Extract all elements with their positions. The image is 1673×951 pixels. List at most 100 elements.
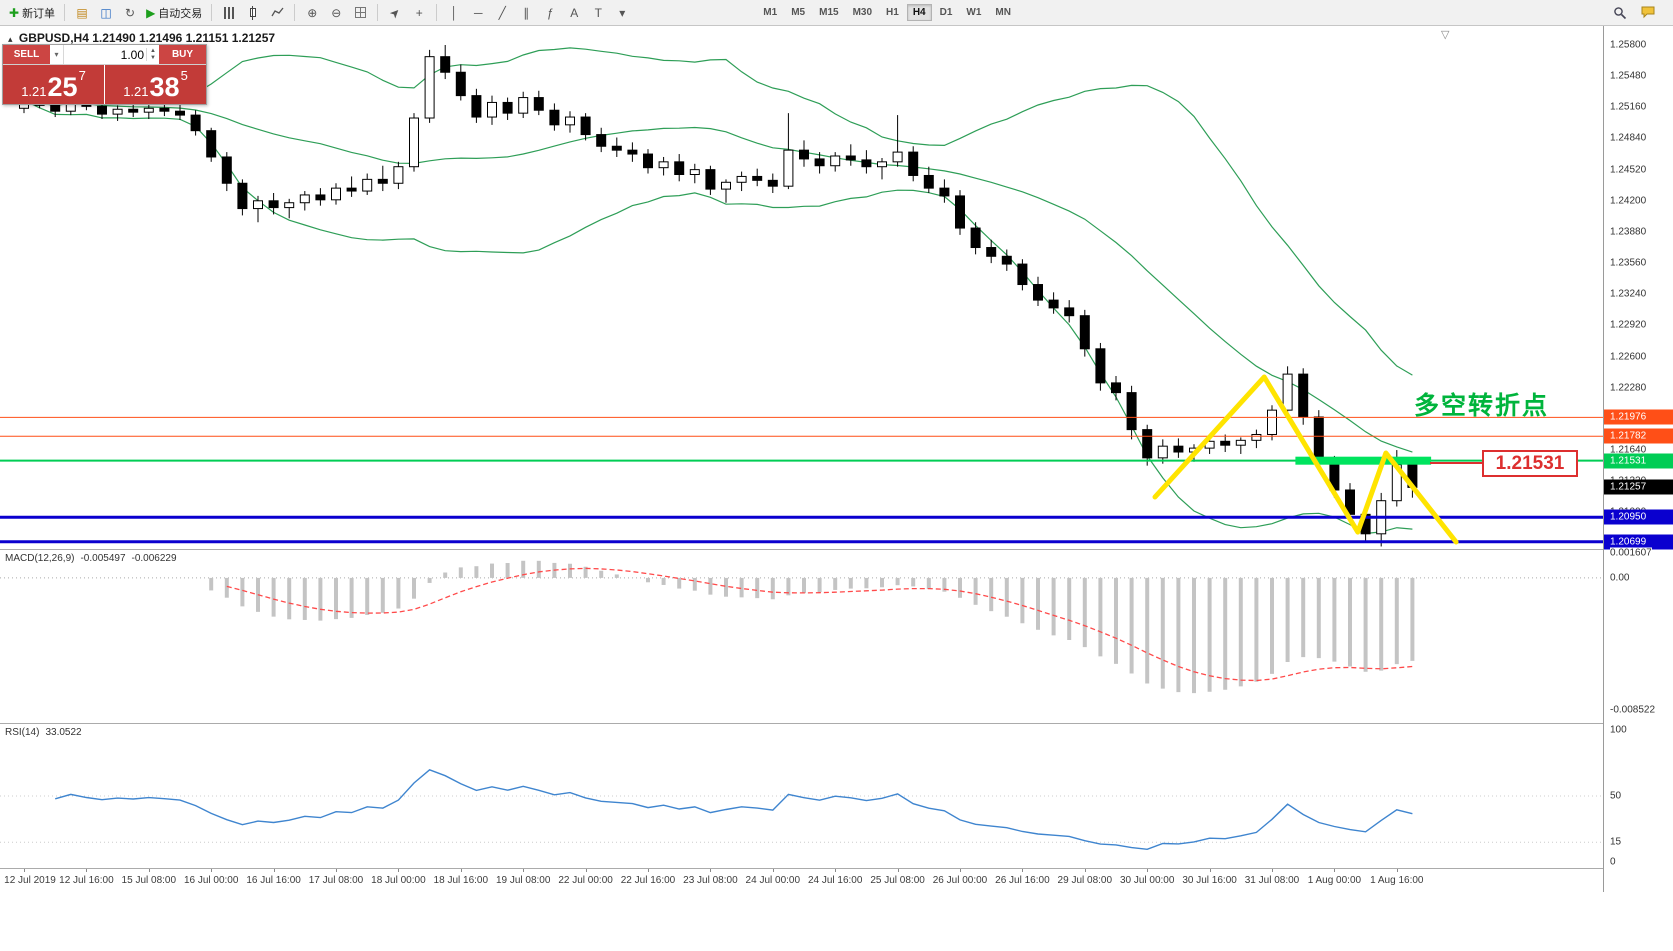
search-button[interactable] bbox=[1609, 3, 1631, 23]
market-watch-button[interactable]: ◫ bbox=[95, 3, 117, 23]
profiles-icon: ▤ bbox=[76, 5, 88, 20]
sell-quote-button[interactable]: 1.21 25 7 bbox=[3, 65, 104, 104]
zoom-out-button[interactable]: ⊖ bbox=[325, 3, 347, 23]
time-label: 22 Jul 00:00 bbox=[558, 875, 613, 886]
fibonacci-button[interactable]: ƒ bbox=[539, 3, 561, 23]
volume-input[interactable] bbox=[64, 46, 146, 63]
rsi-axis-label: 0 bbox=[1610, 856, 1616, 868]
time-label: 1 Aug 16:00 bbox=[1370, 875, 1424, 886]
autotrading-icon: ▶ bbox=[146, 5, 156, 20]
timeframe-h1[interactable]: H1 bbox=[886, 7, 899, 18]
sell-button[interactable]: SELL bbox=[3, 45, 50, 64]
crosshair-button[interactable]: + bbox=[408, 3, 430, 23]
channel-button[interactable]: ∥ bbox=[515, 3, 537, 23]
volume-dropdown[interactable]: ▾ bbox=[50, 45, 64, 64]
price-line-tag: 1.20699 bbox=[1604, 534, 1673, 550]
green-support-zone[interactable] bbox=[1295, 456, 1432, 465]
toolbar-separator bbox=[436, 4, 438, 21]
time-tick bbox=[710, 868, 712, 872]
time-tick bbox=[1084, 868, 1086, 872]
time-tick bbox=[398, 868, 400, 872]
rsi-indicator-label: RSI(14) 33.0522 bbox=[5, 727, 88, 738]
bar-chart-button[interactable] bbox=[218, 3, 240, 23]
bollinger-bands bbox=[23, 47, 1413, 535]
turning-point-annotation[interactable]: 多空转折点 bbox=[1414, 392, 1550, 420]
text-tool-icon: A bbox=[570, 5, 579, 20]
timeframe-h4[interactable]: H4 bbox=[906, 4, 932, 21]
chart-shift-marker[interactable]: ▽ bbox=[1441, 29, 1450, 41]
new-order-button[interactable]: ✚ 新订单 bbox=[6, 3, 58, 23]
zoom-out-icon: ⊖ bbox=[331, 5, 342, 20]
timeframe-w1[interactable]: W1 bbox=[966, 7, 982, 18]
stepper-down-icon[interactable]: ▼ bbox=[150, 54, 156, 61]
timeframe-m15[interactable]: M15 bbox=[819, 7, 839, 18]
pane-separator[interactable] bbox=[0, 723, 1673, 724]
time-tick bbox=[523, 868, 525, 872]
label-tool-button[interactable]: T bbox=[587, 3, 609, 23]
time-tick bbox=[960, 868, 961, 872]
price-tick-label: 1.23240 bbox=[1610, 288, 1647, 300]
price-tick-label: 1.25480 bbox=[1610, 70, 1647, 82]
buy-button[interactable]: BUY bbox=[159, 45, 206, 64]
callout-leader-line bbox=[1430, 462, 1482, 464]
price-line-tag: 1.20950 bbox=[1604, 509, 1673, 525]
macd-name: MACD(12,26,9) bbox=[5, 553, 75, 564]
macd-axis-label: 0.00 bbox=[1610, 572, 1630, 584]
shapes-dropdown-button[interactable]: ▾ bbox=[611, 3, 633, 23]
symbol-marker-icon: ▴ bbox=[8, 34, 13, 44]
macd-pane-canvas[interactable] bbox=[0, 549, 1603, 723]
buy-price-big: 38 bbox=[149, 72, 180, 102]
tile-windows-button[interactable] bbox=[349, 3, 371, 23]
main-chart-canvas[interactable] bbox=[0, 26, 1603, 549]
search-icon bbox=[1614, 6, 1627, 19]
text-tool-button[interactable]: A bbox=[563, 3, 585, 23]
time-tick bbox=[585, 868, 587, 872]
vertical-line-button[interactable]: │ bbox=[443, 3, 465, 23]
autotrading-button[interactable]: ▶ 自动交易 bbox=[143, 3, 205, 23]
cursor-button[interactable]: ➤ bbox=[384, 3, 406, 23]
time-label: 16 Jul 00:00 bbox=[183, 875, 239, 886]
ohlc-values: 1.21490 1.21496 1.21151 1.21257 bbox=[92, 31, 276, 45]
line-chart-button[interactable] bbox=[266, 3, 288, 23]
time-label: 19 Jul 08:00 bbox=[495, 875, 551, 886]
tile-windows-icon bbox=[354, 7, 366, 18]
timeframe-m5[interactable]: M5 bbox=[791, 7, 806, 18]
stepper-up-icon[interactable]: ▲ bbox=[150, 47, 156, 54]
timeframe-m30[interactable]: M30 bbox=[852, 7, 873, 18]
timeframe-mn[interactable]: MN bbox=[995, 7, 1011, 18]
macd-axis-label: 0.001607 bbox=[1610, 547, 1652, 559]
zoom-in-icon: ⊕ bbox=[307, 5, 318, 20]
volume-stepper[interactable]: ▲ ▼ bbox=[146, 47, 159, 62]
timeframe-d1[interactable]: D1 bbox=[939, 7, 953, 18]
buy-quote-button[interactable]: 1.21 38 5 bbox=[105, 65, 206, 104]
profiles-button[interactable]: ▤ bbox=[71, 3, 93, 23]
channel-icon: ∥ bbox=[523, 5, 530, 20]
trendline-button[interactable]: ╱ bbox=[491, 3, 513, 23]
pane-separator[interactable] bbox=[0, 549, 1673, 550]
zoom-in-button[interactable]: ⊕ bbox=[301, 3, 323, 23]
time-label: 31 Jul 08:00 bbox=[1244, 875, 1300, 886]
line-chart-icon bbox=[271, 7, 284, 17]
yellow-trend-annotation[interactable] bbox=[1152, 374, 1459, 545]
time-label: 23 Jul 08:00 bbox=[683, 875, 738, 886]
price-axis[interactable]: 1.25800 1.25480 1.25160 1.24840 1.24520 1.242… bbox=[1603, 26, 1673, 892]
time-label: 26 Jul 00:00 bbox=[932, 875, 988, 886]
sell-price-pip: 7 bbox=[78, 68, 86, 83]
time-axis[interactable]: 12 Jul 2019 12 Jul 16:00 15 Jul 08:00 16 Ju… bbox=[0, 868, 1603, 892]
chat-button[interactable] bbox=[1637, 3, 1659, 23]
time-tick bbox=[148, 868, 150, 872]
autotrading-label: 自动交易 bbox=[158, 7, 203, 20]
candlestick-button[interactable] bbox=[242, 3, 264, 23]
candles-layer bbox=[19, 44, 1418, 547]
price-tick-label: 1.25160 bbox=[1610, 101, 1647, 113]
price-callout-label[interactable]: 1.21531 bbox=[1482, 450, 1578, 477]
horizontal-line-button[interactable]: ─ bbox=[467, 3, 489, 23]
timeframe-m1[interactable]: M1 bbox=[763, 7, 778, 18]
time-tick bbox=[835, 868, 837, 872]
rsi-pane-canvas[interactable] bbox=[0, 723, 1603, 868]
chat-icon bbox=[1641, 6, 1654, 19]
macd-histogram bbox=[209, 560, 1415, 694]
rsi-name: RSI(14) bbox=[5, 727, 40, 738]
refresh-button[interactable]: ↻ bbox=[119, 3, 141, 23]
time-label: 29 Jul 08:00 bbox=[1057, 875, 1113, 886]
